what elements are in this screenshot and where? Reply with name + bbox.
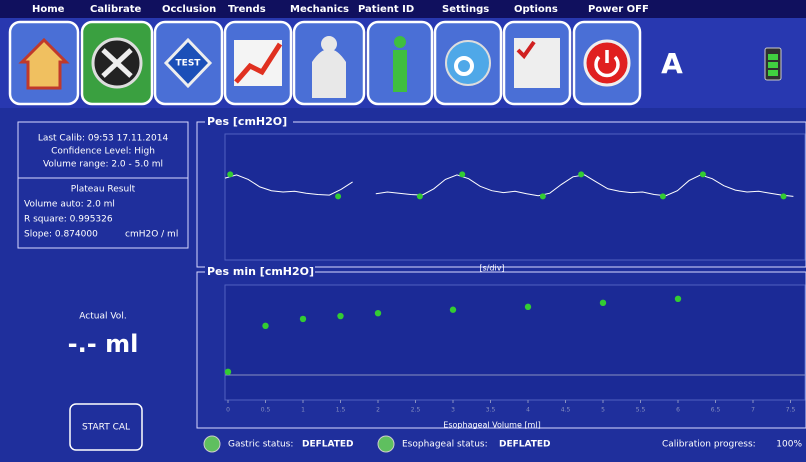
pes-min-point (337, 313, 343, 319)
last-calib: Last Calib: 09:53 17.11.2014 (38, 134, 169, 144)
pes-marker (335, 193, 341, 199)
menu-item[interactable]: Settings (442, 4, 489, 15)
menu-item[interactable]: Trends (228, 4, 266, 15)
battery-cell (768, 54, 778, 60)
start-cal-label: START CAL (82, 423, 130, 433)
volume-auto: Volume auto: 2.0 ml (24, 200, 115, 210)
battery-cell (768, 62, 778, 68)
pes-marker (417, 193, 423, 199)
battery-cell (768, 70, 778, 76)
pes-title: Pes [cmH2O] (207, 115, 287, 128)
settings-glyph (446, 41, 490, 85)
x-tick-label: 5.5 (636, 407, 646, 414)
pes-marker (660, 193, 666, 199)
x-tick-label: 1 (301, 407, 305, 414)
test-label: TEST (176, 59, 202, 69)
menu-item[interactable]: Occlusion (162, 4, 216, 15)
pes-marker (227, 171, 233, 177)
gastric-led (204, 436, 220, 452)
menu-item[interactable]: Calibrate (90, 4, 142, 15)
plateau-title: Plateau Result (71, 185, 136, 195)
pes-min-point (262, 323, 268, 329)
patient-head (394, 36, 406, 48)
x-tick-label: 7 (751, 407, 755, 414)
pes-min-point (375, 310, 381, 316)
screen: Home Calibrate Occlusion Trends Mechanics Pat… (0, 0, 806, 462)
x-tick-label: 4.5 (561, 407, 571, 414)
pes-marker (540, 193, 546, 199)
x-tick-label: 0 (226, 407, 230, 414)
options-glyph (514, 38, 560, 88)
pes-marker (781, 193, 787, 199)
x-tick-label: 0.5 (261, 407, 271, 414)
pes-min-point (600, 300, 606, 306)
gastric-status: DEFLATED (302, 440, 354, 450)
pes-min-x-label: Esophageal Volume [ml] (443, 421, 540, 430)
menu-item[interactable]: Power OFF (588, 4, 649, 15)
actual-vol-label: Actual Vol. (79, 312, 126, 322)
gastric-label: Gastric status: (228, 440, 293, 450)
slope-unit: cmH2O / ml (125, 230, 178, 240)
pes-marker (578, 171, 584, 177)
confidence: Confidence Level: High (51, 147, 155, 157)
esophageal-label: Esophageal status: (402, 440, 488, 450)
x-tick-label: 3 (451, 407, 455, 414)
pes-marker (700, 171, 706, 177)
x-tick-label: 4 (526, 407, 530, 414)
x-tick-label: 2.5 (411, 407, 421, 414)
mechanics-head (321, 36, 337, 52)
r-square: R square: 0.995326 (24, 215, 113, 225)
x-tick-label: 7.5 (786, 407, 796, 414)
pes-min-point (300, 316, 306, 322)
progress-value: 100% (776, 440, 802, 450)
menu-item[interactable]: Home (32, 4, 65, 15)
pes-min-point (675, 296, 681, 302)
esophageal-status: DEFLATED (499, 440, 551, 450)
x-tick-label: 3.5 (486, 407, 496, 414)
volume-range: Volume range: 2.0 - 5.0 ml (43, 160, 163, 170)
menu-item[interactable]: Patient ID (358, 4, 414, 15)
pes-min-plot (225, 285, 805, 400)
pes-min-title: Pes min [cmH2O] (207, 265, 314, 278)
actual-vol-value: -.- ml (68, 330, 139, 358)
slope: Slope: 0.874000 (24, 230, 98, 240)
mode-label: A (661, 47, 683, 80)
menu-item[interactable]: Mechanics (290, 4, 349, 15)
progress-label: Calibration progress: (662, 440, 756, 450)
pes-min-point (450, 307, 456, 313)
x-tick-label: 5 (601, 407, 605, 414)
esophageal-led (378, 436, 394, 452)
menu: Home Calibrate Occlusion Trends Mechanics Pat… (32, 4, 649, 15)
x-tick-label: 1.5 (336, 407, 346, 414)
x-tick-label: 6 (676, 407, 680, 414)
pes-min-point (225, 369, 231, 375)
menu-item[interactable]: Options (514, 4, 558, 15)
pes-min-point (525, 304, 531, 310)
x-tick-label: 2 (376, 407, 380, 414)
x-tick-label: 6.5 (711, 407, 721, 414)
pes-x-label: [s/div] (479, 264, 504, 273)
pes-marker (459, 171, 465, 177)
patient-glyph (393, 50, 407, 92)
mechanics-glyph (312, 49, 346, 98)
pes-plot (225, 134, 805, 260)
